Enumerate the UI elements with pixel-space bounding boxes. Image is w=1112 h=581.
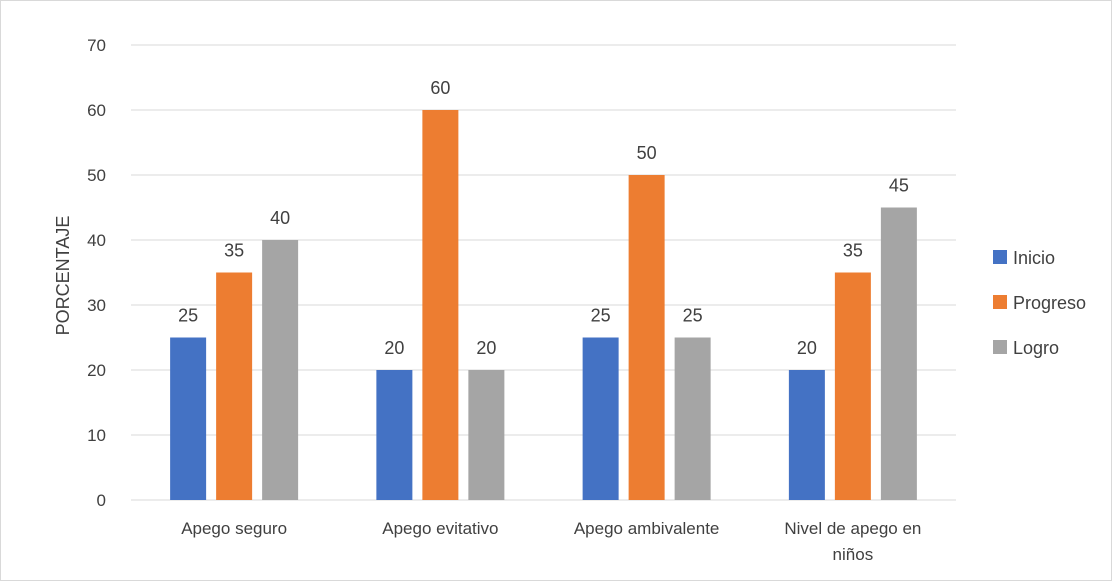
data-label: 60 — [430, 78, 450, 98]
data-label: 20 — [384, 338, 404, 358]
y-tick-label: 30 — [87, 296, 106, 315]
bar-logro — [674, 337, 711, 500]
y-tick-label: 0 — [97, 491, 106, 510]
bar-inicio — [376, 370, 413, 500]
data-label: 50 — [637, 143, 657, 163]
data-label: 20 — [797, 338, 817, 358]
x-tick-label: Apego ambivalente — [574, 519, 720, 538]
bar-progreso — [422, 110, 459, 500]
y-tick-label: 20 — [87, 361, 106, 380]
data-label: 40 — [270, 208, 290, 228]
data-label: 25 — [683, 306, 703, 326]
bar-logro — [880, 207, 917, 500]
bar-progreso — [834, 272, 871, 500]
legend-swatch-progreso — [993, 295, 1007, 309]
legend-label: Progreso — [1013, 293, 1086, 313]
data-label: 45 — [889, 176, 909, 196]
gridlines — [131, 44, 956, 501]
bar-inicio — [170, 337, 207, 500]
x-tick-label: niños — [833, 545, 874, 564]
y-tick-label: 10 — [87, 426, 106, 445]
legend-label: Inicio — [1013, 248, 1055, 268]
data-label: 35 — [843, 241, 863, 261]
y-tick-label: 40 — [87, 231, 106, 250]
data-label: 25 — [591, 306, 611, 326]
bar-inicio — [582, 337, 619, 500]
y-axis-ticks: 0 10 20 30 40 50 60 70 — [87, 36, 106, 510]
x-tick-label: Apego evitativo — [382, 519, 498, 538]
legend-swatch-inicio — [993, 250, 1007, 264]
y-axis-title: PORCENTAJE — [53, 216, 73, 336]
bar-progreso — [216, 272, 253, 500]
y-tick-label: 50 — [87, 166, 106, 185]
data-label: 25 — [178, 306, 198, 326]
x-tick-label: Nivel de apego en — [784, 519, 921, 538]
bar-logro — [468, 370, 505, 500]
y-tick-label: 70 — [87, 36, 106, 55]
legend-swatch-logro — [993, 340, 1007, 354]
data-label: 20 — [476, 338, 496, 358]
bars — [170, 110, 917, 500]
y-tick-label: 60 — [87, 101, 106, 120]
bar-progreso — [628, 175, 665, 500]
x-tick-label: Apego seguro — [181, 519, 287, 538]
data-label: 35 — [224, 241, 244, 261]
x-axis-ticks: Apego seguro Apego evitativo Apego ambival… — [181, 519, 921, 564]
legend: Inicio Progreso Logro — [993, 248, 1086, 358]
legend-label: Logro — [1013, 338, 1059, 358]
bar-logro — [262, 240, 299, 500]
bar-inicio — [788, 370, 825, 500]
data-labels: 25 35 40 20 60 20 25 50 25 20 35 45 — [178, 78, 909, 358]
